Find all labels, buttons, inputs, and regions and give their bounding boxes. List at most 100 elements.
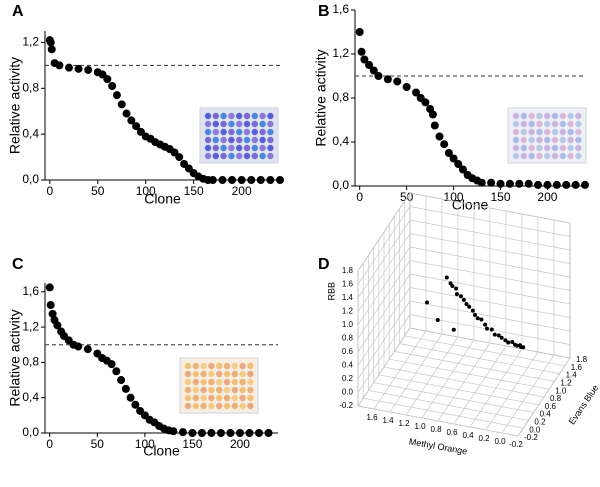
data-point <box>479 317 484 322</box>
plate-well <box>251 136 258 144</box>
data-point <box>425 300 429 305</box>
data-point <box>473 312 477 317</box>
y-tick-label: 0.0 <box>529 425 541 434</box>
z-tick-label: -0.2 <box>339 401 353 410</box>
plate-well <box>267 112 274 120</box>
x-tick-label: 0 <box>46 437 53 451</box>
y-tick-label: 1,2 <box>22 35 39 49</box>
x-tick-label: 1.2 <box>398 419 410 428</box>
plate-well <box>236 144 243 152</box>
plate-well <box>212 128 219 136</box>
plate-well <box>551 136 559 144</box>
data-point <box>552 180 561 189</box>
data-point <box>117 376 126 385</box>
data-point <box>228 176 237 184</box>
plate-well <box>267 136 274 144</box>
plate-well <box>528 144 535 152</box>
data-point <box>374 72 383 80</box>
z-tick-label: 0.4 <box>342 361 354 370</box>
data-point <box>402 83 411 91</box>
data-point <box>207 429 216 437</box>
grid-line <box>357 273 411 353</box>
data-point <box>46 38 55 47</box>
plate-well <box>243 144 251 152</box>
plate-well <box>208 386 215 394</box>
y-tick-label: 0.2 <box>534 418 546 427</box>
data-point <box>55 61 64 70</box>
plate-well <box>231 386 238 394</box>
data-point <box>64 63 73 72</box>
plate-well <box>184 370 192 378</box>
panel-label: A <box>12 3 24 20</box>
panel-label: D <box>318 256 330 273</box>
plate-well <box>216 394 223 402</box>
x-tick-label: 50 <box>400 190 414 204</box>
data-point <box>132 122 141 131</box>
data-point <box>169 427 178 436</box>
y-axis-label: Relative activity <box>7 309 23 406</box>
plate-well <box>208 370 215 378</box>
plate-well <box>528 152 535 160</box>
plate-well <box>259 152 266 160</box>
data-point <box>83 345 92 354</box>
data-point <box>444 149 453 157</box>
data-point <box>543 180 552 189</box>
plate-well <box>184 362 192 370</box>
data-point <box>218 176 227 184</box>
data-point <box>216 429 225 437</box>
grid-line <box>409 287 571 318</box>
y-tick-label: 0,4 <box>22 126 39 140</box>
data-point <box>496 179 505 188</box>
data-point <box>454 292 459 297</box>
plate-well <box>551 152 559 160</box>
plate-well <box>204 144 212 152</box>
data-point <box>127 116 136 125</box>
data-point <box>226 429 235 437</box>
plate-well <box>243 152 251 160</box>
y-tick-label: 0,8 <box>22 355 39 369</box>
plate-well <box>192 386 199 394</box>
plate-well <box>520 152 527 160</box>
y-tick-label: 1,6 <box>332 2 349 16</box>
x-tick-label: 50 <box>91 437 105 451</box>
grid-line <box>409 206 571 237</box>
y-tick-label: 0,8 <box>332 90 349 104</box>
plate-well <box>520 112 527 120</box>
plate-well <box>575 112 582 120</box>
plate-well <box>512 136 520 144</box>
plate-well <box>267 152 274 160</box>
plate-well <box>231 370 238 378</box>
data-point <box>197 429 206 437</box>
plate-well <box>239 370 246 378</box>
plate-well <box>184 402 192 410</box>
z-tick-label: 0.0 <box>342 388 354 397</box>
plate-well <box>544 136 551 144</box>
data-point <box>178 428 187 437</box>
plate-well <box>239 402 246 410</box>
data-point <box>112 91 121 100</box>
plate-well <box>512 144 520 152</box>
plate-well <box>544 128 551 136</box>
data-point <box>266 176 275 184</box>
plate-well <box>223 394 231 402</box>
x-tick-label: 0.0 <box>494 437 506 446</box>
data-point <box>521 345 526 350</box>
grid-line <box>357 260 411 339</box>
plate-well <box>216 370 223 378</box>
data-point <box>492 332 497 337</box>
plate-well <box>204 128 212 136</box>
plate-well <box>544 112 551 120</box>
plate-well <box>204 136 212 144</box>
plate-well <box>239 362 246 370</box>
x-tick-label: 1.0 <box>414 422 426 431</box>
x-tick-label: 0 <box>356 190 363 204</box>
grid-line <box>409 260 571 291</box>
plate-well <box>192 394 199 402</box>
x-tick-label: 200 <box>537 190 557 204</box>
plate-well <box>212 112 219 120</box>
y-tick-label: 0,0 <box>22 172 39 186</box>
y-tick-label: 1.0 <box>555 386 567 395</box>
plate-well <box>239 386 246 394</box>
grid-line <box>357 314 411 393</box>
plate-well <box>251 144 258 152</box>
